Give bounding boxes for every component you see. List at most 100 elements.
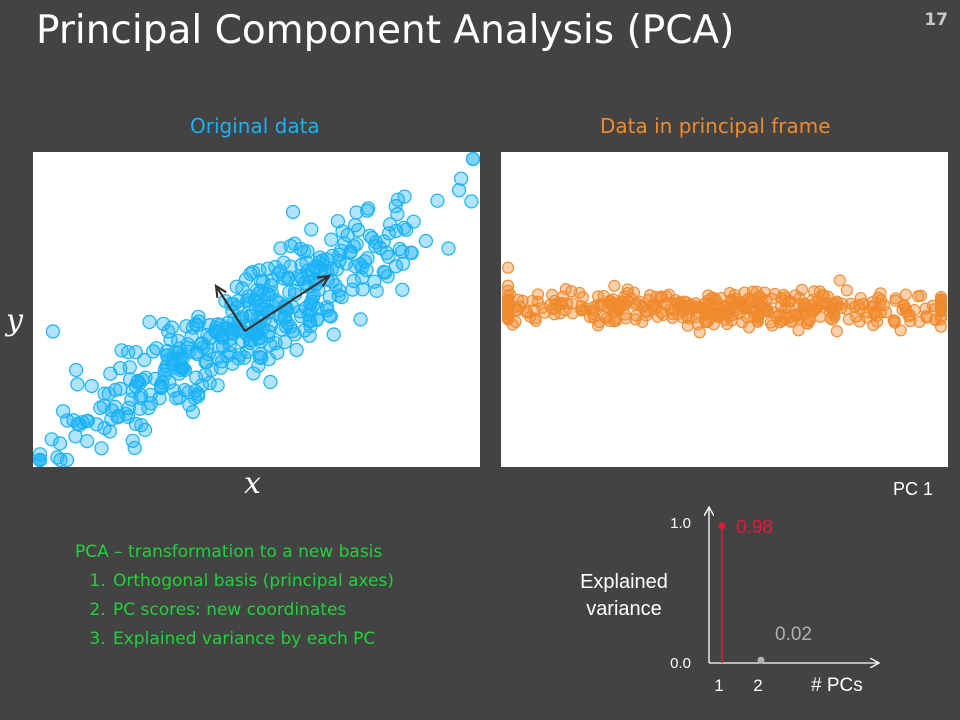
- pc-point: [742, 321, 756, 334]
- explained-variance-chart: Explained variance 0.0 1.0 0.98 1 0.02 2 # PCs: [580, 500, 950, 696]
- pc-point: [501, 284, 515, 297]
- data-point: [142, 314, 157, 330]
- data-point: [397, 189, 412, 204]
- ev-ylabel-line1: Explained: [580, 571, 668, 593]
- ev-point-2: [757, 656, 765, 664]
- pc-point: [587, 311, 600, 324]
- data-point: [298, 300, 314, 315]
- data-point: [209, 324, 224, 339]
- pc-point: [866, 296, 879, 309]
- pc-point: [646, 298, 659, 311]
- data-point: [294, 257, 309, 273]
- data-point: [261, 352, 276, 367]
- data-point: [202, 375, 217, 391]
- pc-point: [840, 284, 853, 297]
- data-point: [159, 359, 174, 374]
- data-point: [149, 341, 164, 356]
- data-point: [198, 355, 213, 370]
- data-point: [353, 312, 368, 327]
- data-point: [331, 288, 346, 303]
- pc-point: [725, 293, 738, 307]
- data-point: [302, 313, 317, 329]
- data-point: [395, 282, 410, 297]
- data-point: [283, 259, 298, 274]
- pca-notes: PCA – transformation to a new basis Orth…: [75, 538, 394, 654]
- data-point: [381, 249, 396, 265]
- pc-point: [833, 274, 846, 287]
- data-point: [172, 362, 188, 377]
- data-point: [222, 332, 237, 347]
- data-point: [89, 417, 104, 432]
- data-point: [52, 436, 68, 451]
- principal-frame-plot: [501, 152, 948, 467]
- pc-point: [768, 287, 781, 300]
- data-point: [464, 194, 479, 209]
- data-point: [102, 424, 118, 439]
- page-number: 17: [924, 10, 948, 30]
- pc1-arrow-head: [316, 274, 332, 287]
- principal-axes-arrows: [214, 274, 332, 332]
- data-point: [302, 328, 317, 343]
- ev-category-1: 1: [714, 676, 723, 695]
- data-point: [72, 417, 87, 432]
- pc-point: [760, 294, 773, 307]
- data-point: [137, 352, 152, 368]
- data-point: [180, 337, 195, 352]
- data-point: [451, 183, 467, 198]
- data-point: [378, 265, 393, 280]
- pc-point: [874, 287, 887, 300]
- data-point: [243, 266, 258, 281]
- data-point: [121, 400, 137, 415]
- data-point: [80, 413, 95, 428]
- pc-point: [934, 291, 948, 304]
- data-point: [70, 377, 85, 392]
- pc-point: [775, 291, 788, 305]
- principal-scatter: [501, 261, 948, 339]
- pc-point: [830, 325, 843, 338]
- pc-point: [867, 319, 880, 332]
- data-point: [53, 452, 68, 468]
- data-point: [252, 263, 267, 278]
- data-point: [329, 262, 344, 277]
- data-point: [376, 234, 391, 249]
- data-point: [246, 327, 261, 342]
- pc-point: [501, 299, 515, 312]
- ev-tick-0: 0.0: [670, 655, 691, 672]
- data-point: [330, 214, 345, 229]
- pc-point: [725, 314, 738, 327]
- notes-heading: PCA – transformation to a new basis: [75, 542, 383, 562]
- data-point: [172, 352, 187, 367]
- data-point: [392, 241, 407, 257]
- pc-point: [614, 298, 627, 312]
- pc-point: [655, 290, 668, 303]
- pc-point: [632, 295, 646, 308]
- data-point: [359, 262, 374, 278]
- data-point: [213, 360, 228, 375]
- pc-point: [899, 288, 912, 301]
- data-point: [229, 279, 244, 294]
- pc-point: [934, 320, 948, 333]
- data-point: [128, 416, 144, 432]
- pc-point: [894, 324, 907, 337]
- pc-point: [575, 300, 588, 313]
- data-point: [441, 241, 456, 256]
- data-point: [193, 337, 209, 352]
- data-point: [399, 222, 414, 237]
- pc-point: [848, 300, 861, 313]
- pc-point: [555, 296, 568, 310]
- original-data-plot: [32, 151, 481, 468]
- data-point: [246, 366, 261, 381]
- pc-point: [595, 298, 608, 311]
- data-point: [44, 432, 59, 447]
- notes-item: PC scores: new coordinates: [111, 596, 394, 625]
- data-point: [172, 390, 187, 405]
- pc-point: [559, 283, 572, 296]
- pc-point: [693, 326, 706, 339]
- pc-point: [816, 288, 829, 301]
- slide-title: Principal Component Analysis (PCA): [36, 8, 735, 53]
- pc-point: [912, 290, 925, 303]
- data-point: [254, 301, 269, 316]
- pc-point: [662, 288, 676, 301]
- pc-point: [934, 309, 948, 323]
- data-point: [369, 283, 384, 298]
